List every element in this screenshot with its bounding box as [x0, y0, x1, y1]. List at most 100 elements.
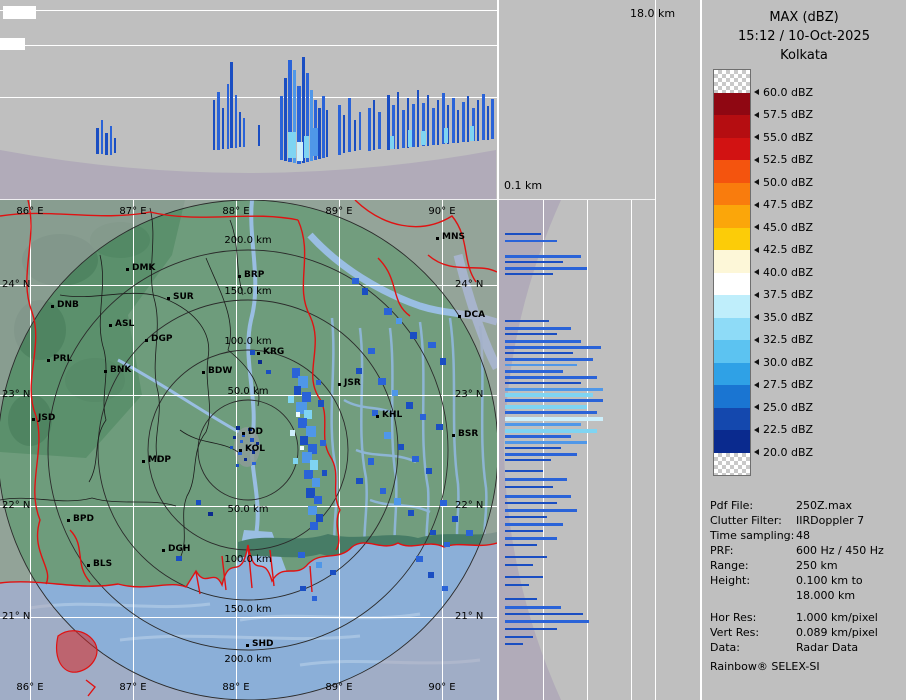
longitude-label: 88° E	[222, 682, 250, 693]
range-ring-label: 50.0 km	[227, 504, 269, 515]
legend-entry: 57.5 dBZ	[754, 108, 813, 121]
longitude-label: 88° E	[222, 206, 250, 217]
info-row: Clutter Filter: IIRDoppler 7	[710, 513, 904, 528]
reflectivity-echoes	[176, 278, 473, 601]
height-gridline-10km	[0, 97, 497, 98]
city-marker	[51, 305, 54, 308]
legend-entry: 32.5 dBZ	[754, 333, 813, 346]
info-row: PRF: 600 Hz / 450 Hz	[710, 543, 904, 558]
legend-tick-icon	[754, 156, 759, 163]
legend-entry: 55.0 dBZ	[754, 131, 813, 144]
city-label: SUR	[173, 292, 194, 302]
dbz-swatch	[714, 92, 750, 115]
dbz-swatch	[714, 295, 750, 318]
legend-entry-label: 52.5 dBZ	[763, 153, 814, 166]
city-marker	[242, 432, 245, 435]
dbz-swatch	[714, 205, 750, 228]
legend-entry: 52.5 dBZ	[754, 153, 813, 166]
out-of-range-mask	[0, 200, 498, 700]
dbz-swatch	[714, 430, 750, 453]
longitude-label: 89° E	[325, 682, 353, 693]
city-label: KOL	[245, 444, 265, 454]
legend-entry: 25.0 dBZ	[754, 401, 813, 414]
legend-tick-icon	[754, 449, 759, 455]
info-label: Data:	[710, 641, 740, 654]
dbz-swatch	[714, 227, 750, 250]
longitude-label: 86° E	[16, 206, 44, 217]
legend-entry-label: 20.0 dBZ	[763, 445, 814, 459]
range-ring-label: 100.0 km	[224, 336, 272, 347]
legend-entry-label: 47.5 dBZ	[763, 198, 814, 211]
info-value: 250 km	[796, 559, 838, 572]
info-row: Pdf File: 250Z.max	[710, 498, 904, 513]
legend-tick-icon	[754, 179, 759, 185]
info-value: 1.000 km/pixel	[796, 611, 878, 624]
longitude-label: 87° E	[119, 682, 147, 693]
city-marker	[458, 315, 461, 318]
city-marker	[338, 383, 341, 386]
legend-tick-icon	[754, 89, 759, 95]
legend-entry: 50.0 dBZ	[754, 176, 813, 189]
dbz-swatch	[714, 182, 750, 205]
dbz-swatch	[714, 70, 750, 93]
ns-height-profile-panel	[499, 200, 656, 700]
city-marker	[452, 434, 455, 437]
city-marker	[67, 519, 70, 522]
latitude-label: 21° N	[2, 611, 31, 622]
legend-entry-label: 57.5 dBZ	[763, 108, 814, 121]
longitude-label: 86° E	[16, 682, 44, 693]
legend-entry-label: 27.5 dBZ	[763, 378, 814, 391]
legend-entry-label: 35.0 dBZ	[763, 310, 814, 324]
longitude-label: 87° E	[119, 206, 147, 217]
dbz-swatch	[714, 385, 750, 408]
city-label: MDP	[148, 455, 172, 465]
height-gridline-5km	[543, 200, 544, 700]
city-label: KRG	[263, 347, 285, 357]
info-row: Time sampling: 48	[710, 528, 904, 543]
latlon-grid	[0, 200, 497, 700]
height-axis-max-label: 18.0 km	[630, 7, 676, 20]
city-label: PRL	[53, 354, 73, 364]
legend-tick-icon	[754, 134, 759, 140]
legend-entry-label: 25.0 dBZ	[763, 400, 814, 414]
city-label: DD	[248, 427, 263, 437]
info-value: 0.100 km to	[796, 574, 863, 587]
city-label: BDW	[208, 366, 233, 376]
city-label: ASL	[115, 319, 135, 329]
dbz-swatch	[714, 362, 750, 385]
legend-entry: 27.5 dBZ	[754, 378, 813, 391]
city-marker	[109, 324, 112, 327]
city-label: DGH	[168, 544, 191, 554]
height-gridline-15km	[0, 45, 497, 46]
legend-entry: 20.0 dBZ	[754, 446, 813, 459]
info-row: Data: Radar Data	[710, 640, 904, 655]
info-row: Hor Res: 1.000 km/pixel	[710, 610, 904, 625]
height-gridline-15km	[631, 200, 632, 700]
legend-entry-label: 45.0 dBZ	[763, 220, 814, 234]
info-value: 600 Hz / 450 Hz	[796, 544, 884, 557]
panel-separator	[497, 0, 499, 700]
info-row: 18.000 km	[710, 588, 904, 603]
info-row: Vert Res: 0.089 km/pixel	[710, 625, 904, 640]
info-label: Pdf File:	[710, 499, 754, 512]
city-marker	[126, 268, 129, 271]
panel-separator	[700, 0, 702, 700]
axis-tick-box	[0, 38, 25, 50]
city-label: BRP	[244, 270, 265, 280]
city-marker	[239, 449, 242, 452]
city-marker	[167, 297, 170, 300]
legend-entry: 45.0 dBZ	[754, 221, 813, 234]
legend-entry-label: 40.0 dBZ	[763, 265, 814, 279]
legend-entry-label: 22.5 dBZ	[763, 423, 814, 436]
legend-tick-icon	[754, 314, 759, 320]
latitude-label: 24° N	[2, 279, 31, 290]
dbz-swatch	[714, 407, 750, 430]
city-label: JSD	[38, 413, 56, 423]
info-value: IIRDoppler 7	[796, 514, 865, 527]
radar-site-name: Kolkata	[780, 48, 828, 63]
dbz-swatch	[714, 272, 750, 295]
latitude-label: 22° N	[2, 500, 31, 511]
range-ring-label: 150.0 km	[224, 286, 272, 297]
latitude-label: 23° N	[455, 389, 484, 400]
legend-entry-label: 42.5 dBZ	[763, 243, 814, 256]
